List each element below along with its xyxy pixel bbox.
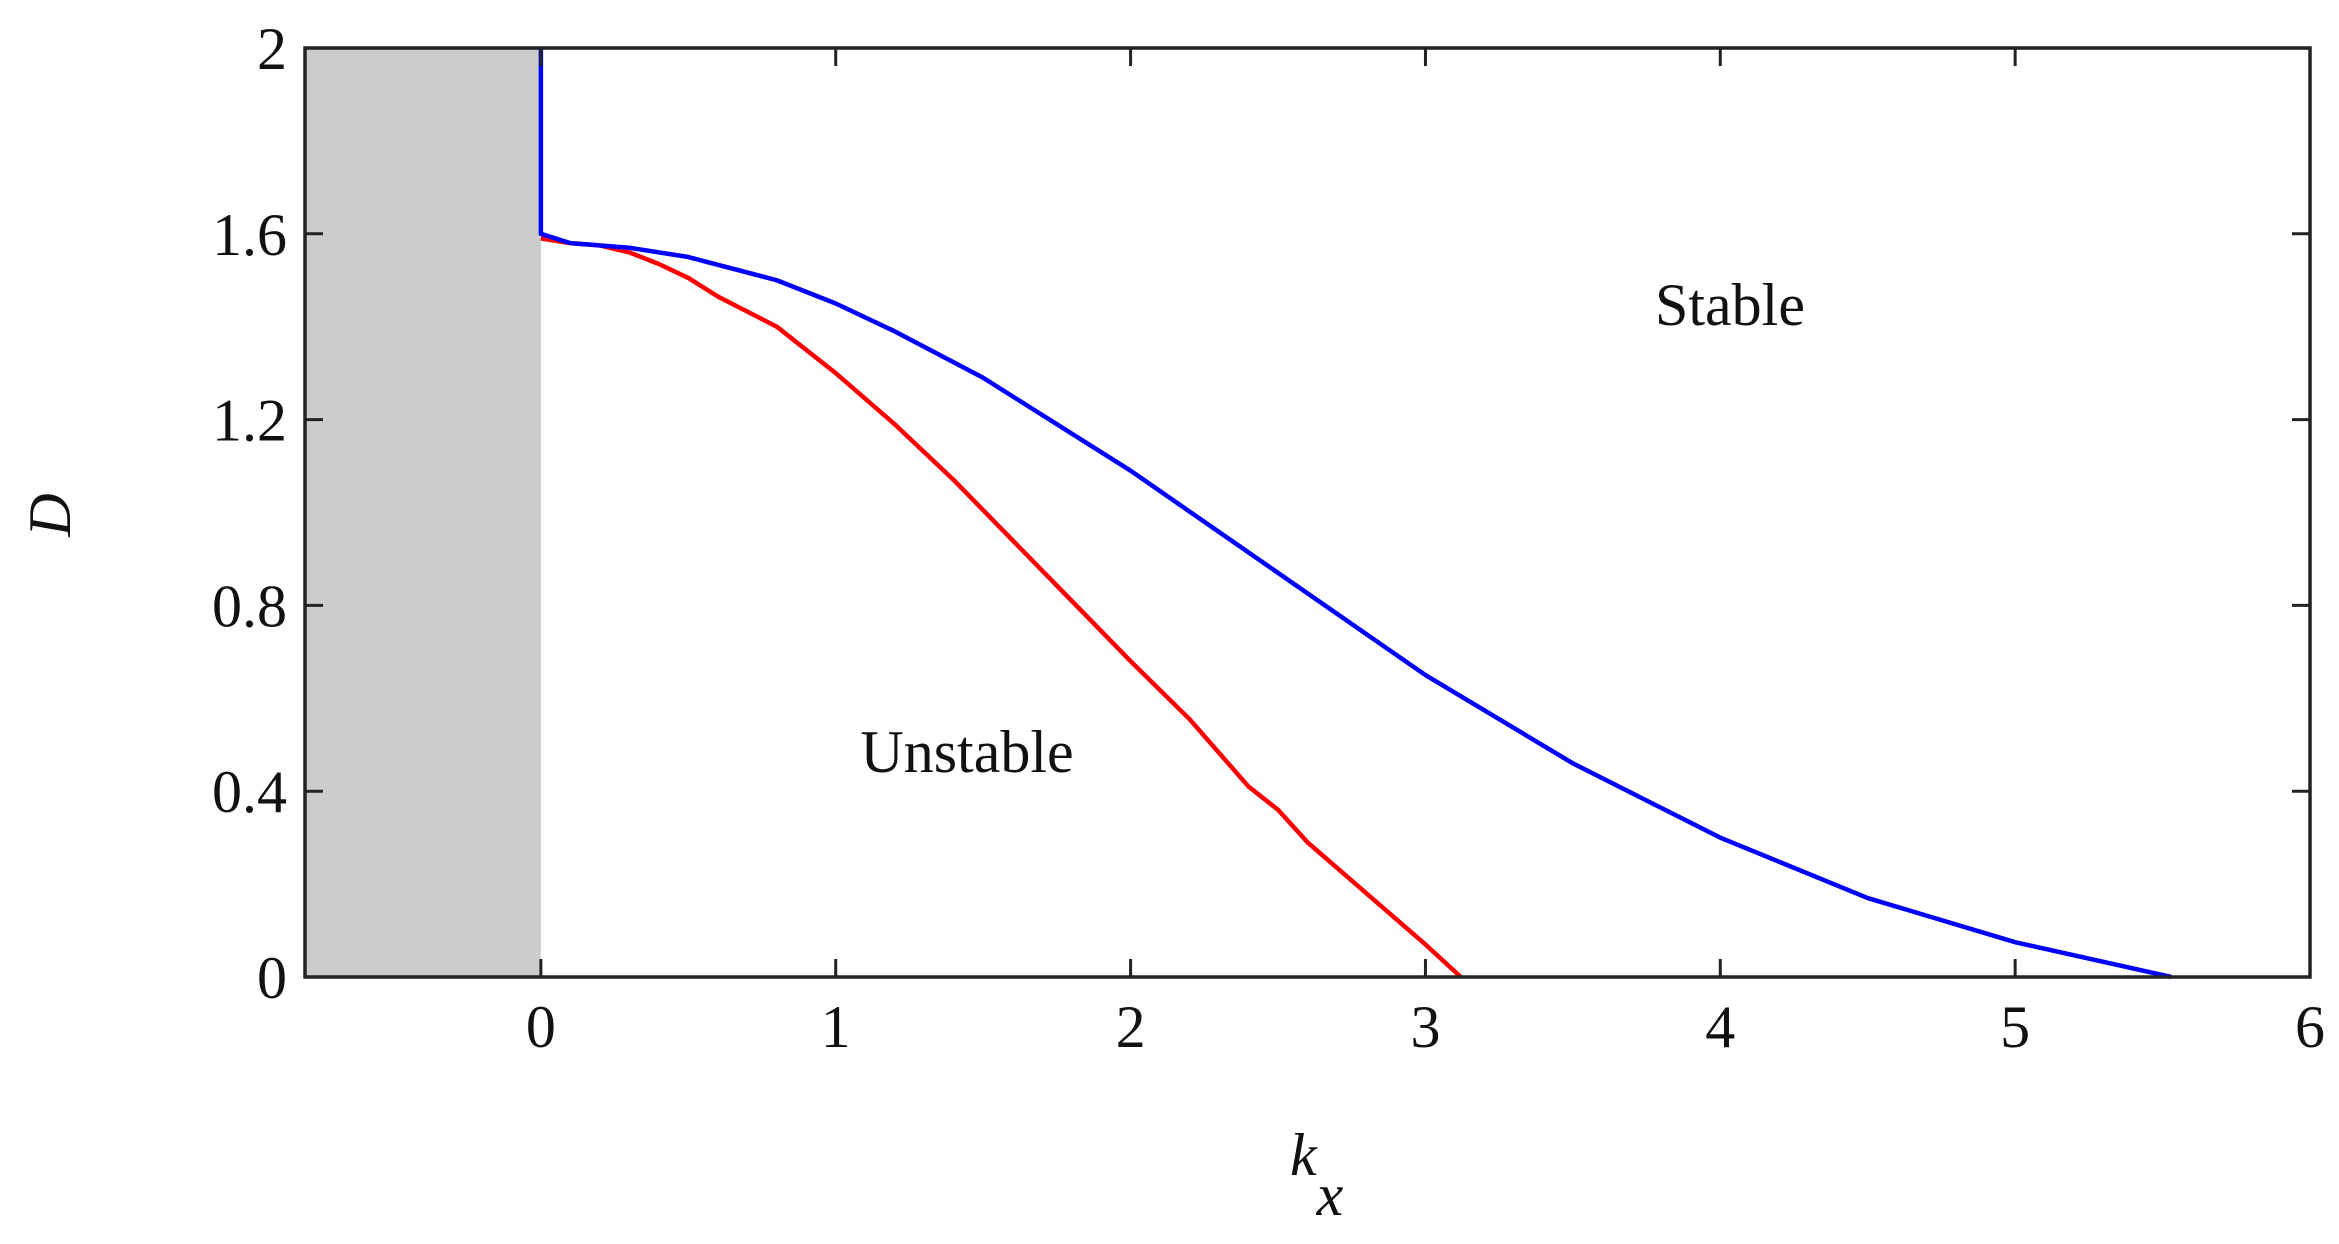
x-tick-label: 6 bbox=[2295, 994, 2325, 1060]
shaded-region bbox=[305, 48, 541, 977]
x-axis-label: kx bbox=[1290, 1122, 1344, 1228]
x-tick-label: 3 bbox=[1410, 994, 1440, 1060]
annotation: Stable bbox=[1655, 272, 1805, 338]
y-tick-label: 1.2 bbox=[212, 388, 287, 454]
x-axis-label-sub: x bbox=[1316, 1162, 1344, 1228]
y-tick-label: 0 bbox=[257, 945, 287, 1011]
y-tick-label: 0.8 bbox=[212, 573, 287, 639]
x-tick-label: 0 bbox=[526, 994, 556, 1060]
y-tick-label: 2 bbox=[257, 16, 287, 82]
x-tick-label: 4 bbox=[1705, 994, 1735, 1060]
y-tick-label: 1.6 bbox=[212, 202, 287, 268]
x-axis-label-main: k bbox=[1290, 1122, 1318, 1188]
line-series bbox=[538, 48, 2172, 980]
plot-frame bbox=[303, 46, 2312, 979]
y-tick-label: 0.4 bbox=[212, 759, 287, 825]
y-axis-label: D bbox=[17, 493, 83, 537]
annotation: Unstable bbox=[860, 719, 1073, 785]
x-tick-label: 1 bbox=[821, 994, 851, 1060]
line-series bbox=[540, 236, 1463, 979]
x-tick-label: 2 bbox=[1116, 994, 1146, 1060]
x-tick-label: 5 bbox=[2000, 994, 2030, 1060]
